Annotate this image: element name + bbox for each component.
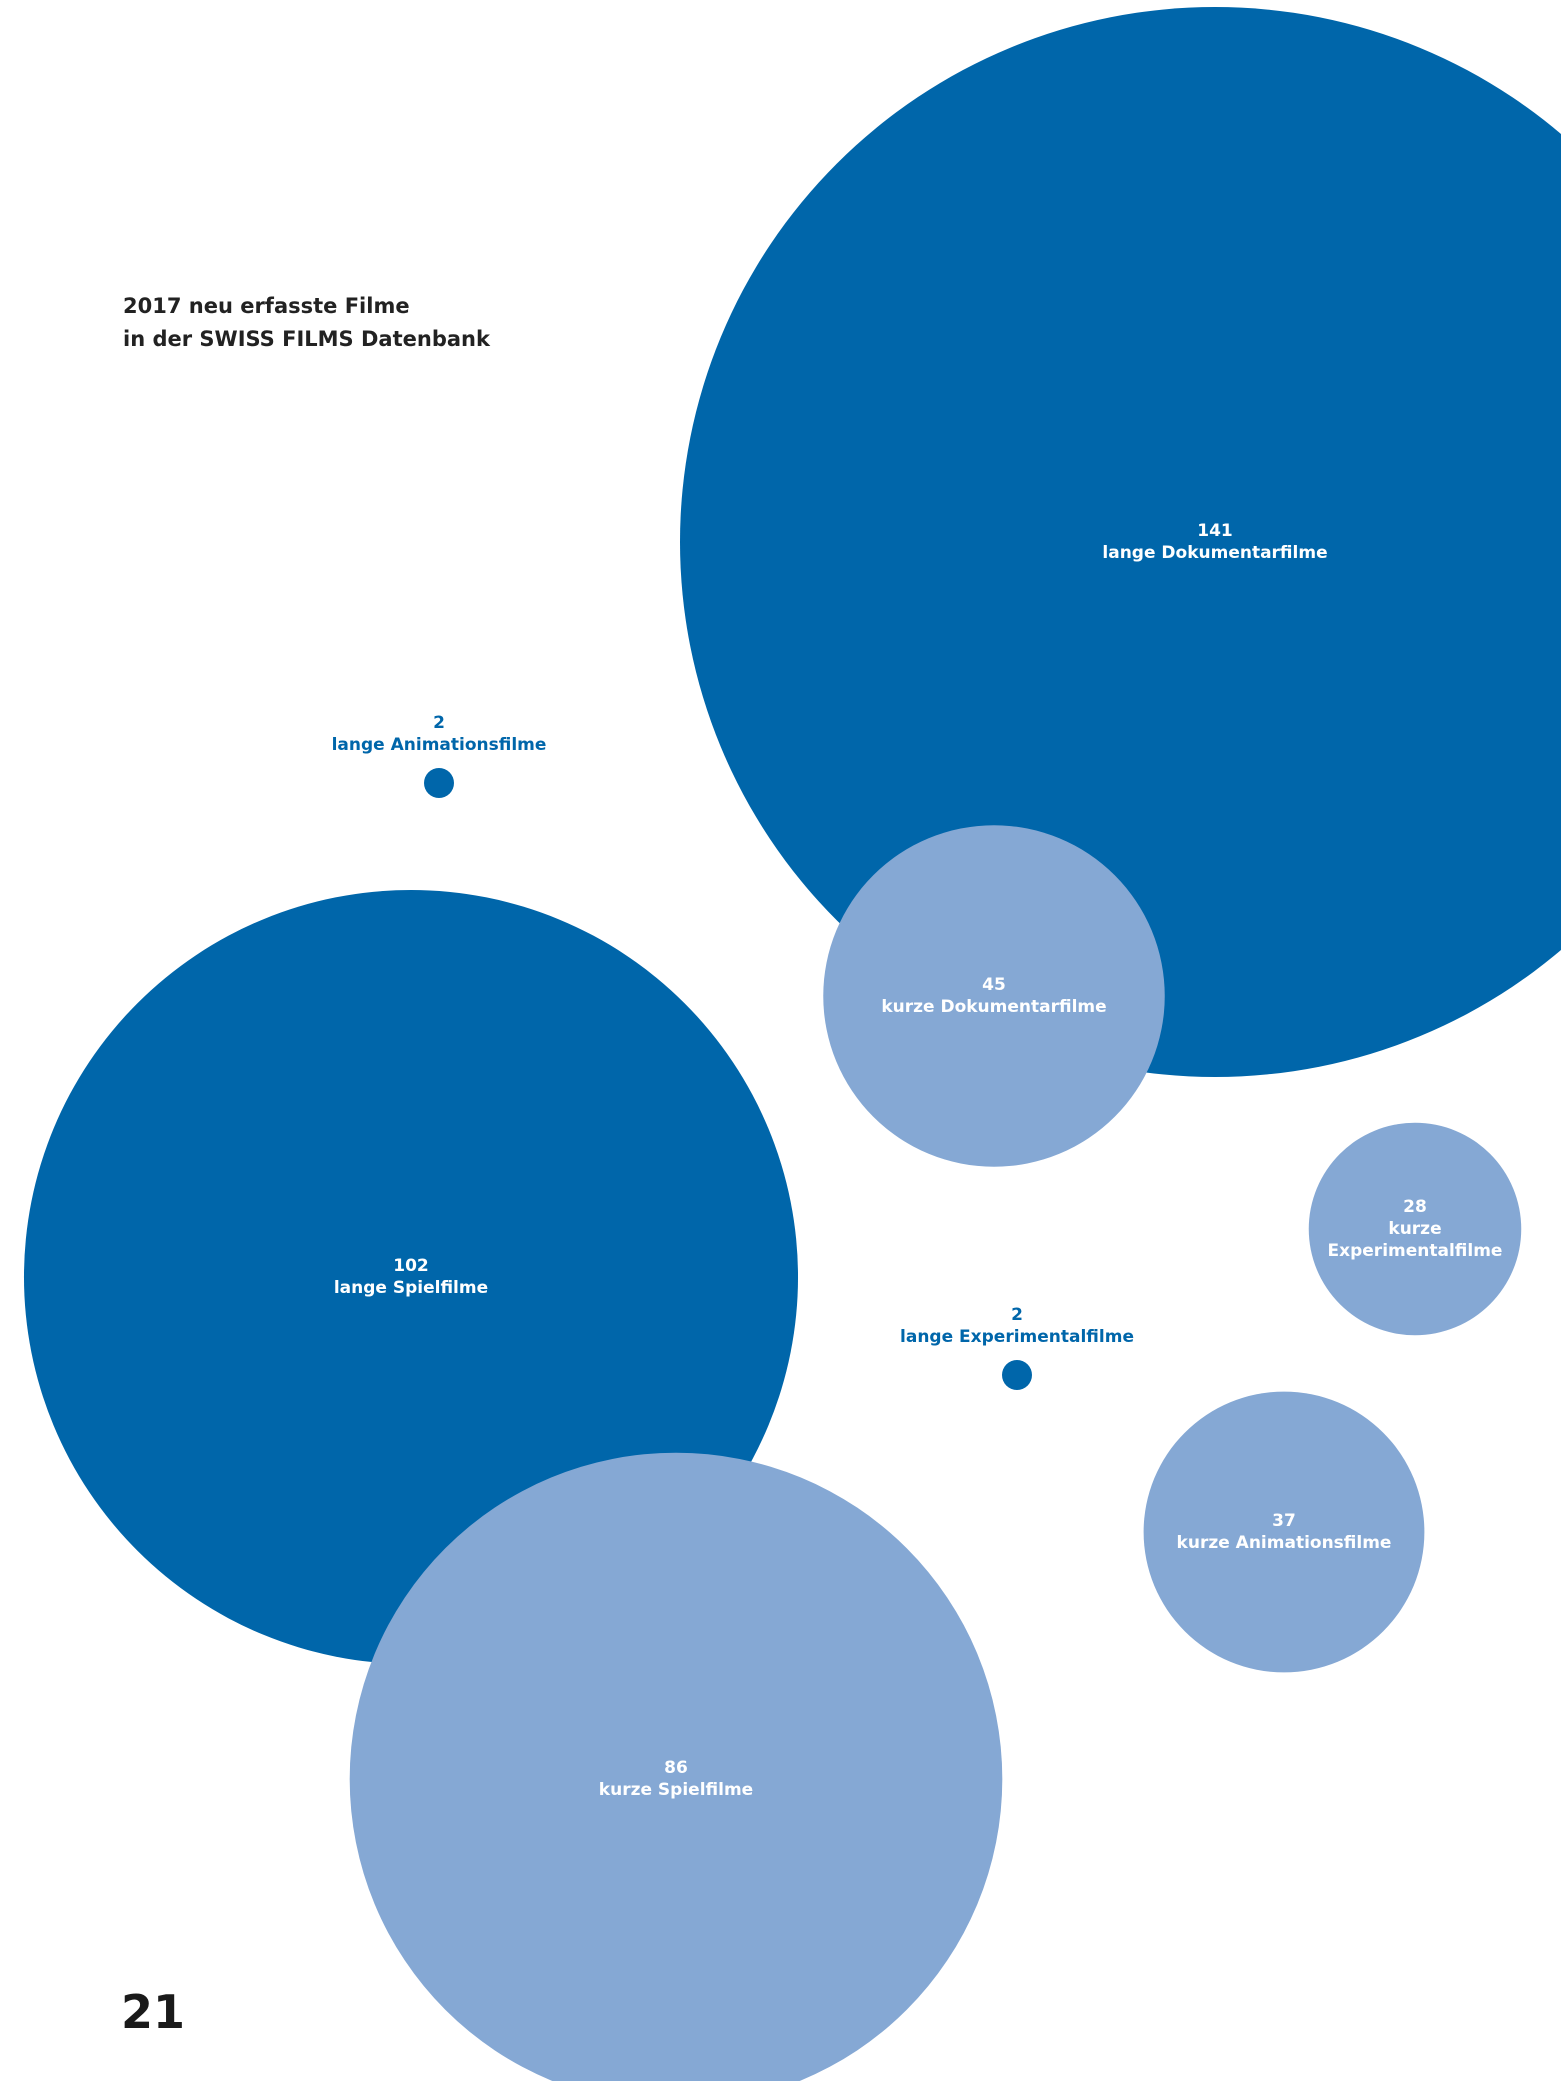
category-label: lange Dokumentarfilme xyxy=(1102,543,1328,563)
bubble xyxy=(680,7,1561,1077)
value-label: 2 xyxy=(433,713,445,733)
bubble xyxy=(823,825,1165,1167)
bubble-label: 37 kurze Animationsfilme xyxy=(1151,1510,1418,1554)
category-label: kurze Spielfilme xyxy=(598,1780,754,1800)
category-label: lange Spielfilme xyxy=(333,1278,489,1298)
value-label: 86 xyxy=(664,1758,688,1778)
category-label: kurze Dokumentarfilme xyxy=(881,997,1107,1017)
bubble-label: 102 lange Spielfilme xyxy=(44,1255,779,1299)
bubble-label: 45 kurze Dokumentarfilme xyxy=(832,974,1156,1018)
bubble xyxy=(1308,1122,1522,1336)
chart-title: 2017 neu erfasste Filme in der SWISS FIL… xyxy=(123,290,490,356)
bubble xyxy=(1002,1360,1032,1390)
bubble-label: 28 kurze Experimentalfilme xyxy=(1314,1196,1516,1262)
category-label: lange Animationsfilme xyxy=(331,735,547,755)
page-number: 21 xyxy=(121,1985,186,2039)
bubble xyxy=(349,1452,1003,2081)
category-label: kurze Animationsfilme xyxy=(1176,1533,1392,1553)
value-label: 45 xyxy=(982,975,1006,995)
bubble xyxy=(1143,1391,1425,1673)
value-label: 28 xyxy=(1403,1197,1427,1217)
value-label: 141 xyxy=(1197,521,1233,541)
category-label: kurze Experimentalfilme xyxy=(1327,1219,1503,1261)
category-label: lange Experimentalfilme xyxy=(900,1327,1134,1347)
bubble-label: 2 lange Experimentalfilme xyxy=(900,1304,1134,1348)
bubble-label: 2 lange Animationsfilme xyxy=(332,712,547,756)
value-label: 2 xyxy=(1011,1305,1023,1325)
value-label: 37 xyxy=(1272,1511,1296,1531)
bubble-label: 86 kurze Spielfilme xyxy=(366,1757,986,1801)
value-label: 102 xyxy=(393,1256,429,1276)
bubble-label: 141 lange Dokumentarfilme xyxy=(707,520,1561,564)
bubble xyxy=(424,768,454,798)
title-line: 2017 neu erfasste Filme xyxy=(123,294,410,318)
title-line: in der SWISS FILMS Datenbank xyxy=(123,327,490,351)
